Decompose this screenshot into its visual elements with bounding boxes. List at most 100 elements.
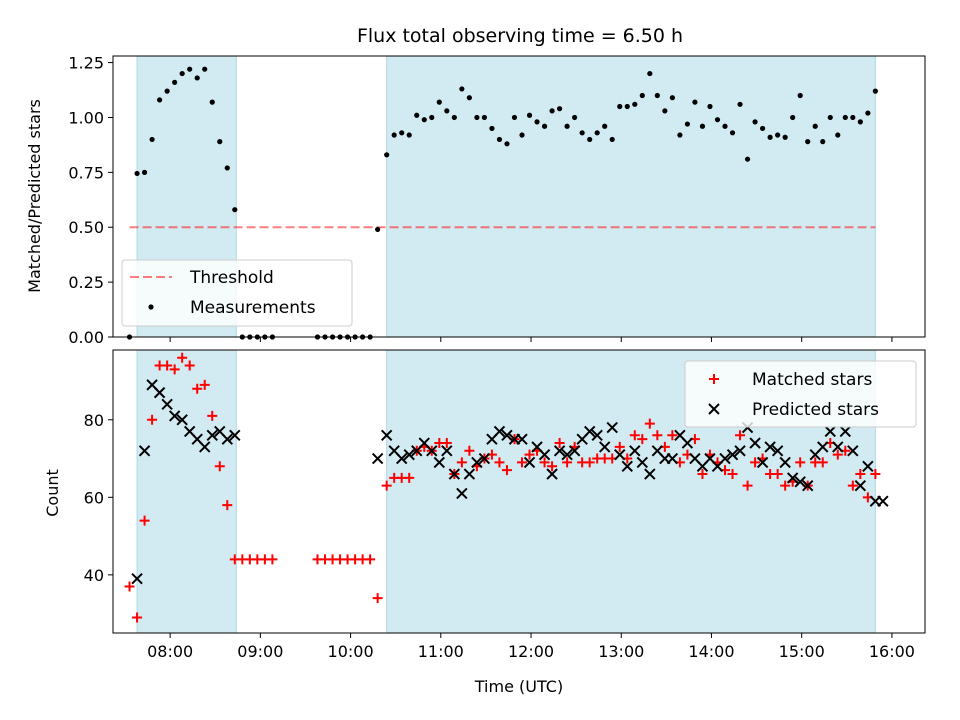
measurement-point (692, 99, 698, 105)
matched-star-point (464, 445, 475, 456)
matched-star-point (614, 441, 625, 452)
predicted-star-point (681, 437, 694, 449)
predicted-star-point (131, 573, 143, 585)
matched-star-point (667, 430, 678, 441)
predicted-star-point (877, 495, 889, 507)
measurement-point (399, 130, 405, 136)
matched-star-point (652, 430, 663, 441)
top-y-tick-label: 0.75 (68, 163, 104, 182)
predicted-star-point (456, 487, 468, 500)
measurement-point (375, 226, 381, 233)
measurement-point (541, 123, 548, 129)
predicted-star-point (621, 460, 633, 473)
predicted-star-point (802, 479, 814, 492)
predicted-star-point (380, 429, 393, 441)
bottom-y-axis-label: Count (43, 469, 62, 517)
measurement-point (134, 170, 140, 177)
top-legend-box (121, 259, 353, 327)
measurement-point (805, 139, 811, 145)
predicted-star-point (726, 448, 739, 461)
predicted-star-point (471, 456, 483, 469)
matched-star-point (855, 469, 866, 480)
x-tick-label: 08:00 (147, 642, 193, 661)
measurement-point (714, 117, 721, 123)
x-tick-label: 10:00 (328, 642, 374, 661)
x-tick-label: 16:00 (869, 642, 915, 661)
measurement-point (504, 141, 510, 147)
measurement-point (459, 86, 465, 92)
top-legend: Threshold Measurements (121, 259, 353, 327)
measurement-point (572, 114, 578, 121)
matched-star-point (124, 581, 135, 592)
bottom-legend: Matched stars Predicted stars (684, 360, 917, 428)
matched-star-point (404, 472, 415, 483)
measurement-point (194, 75, 200, 81)
measurement-point (172, 79, 178, 85)
measurement-point (827, 114, 833, 121)
x-axis-label: Time (UTC) (474, 677, 563, 696)
predicted-star-point (666, 452, 679, 465)
matched-star-point (750, 457, 761, 468)
predicted-star-point (426, 445, 438, 457)
measurement-point (654, 92, 660, 99)
legend-measurement-swatch (148, 304, 154, 310)
measurement-point (865, 110, 871, 116)
measurement-point (639, 92, 645, 99)
matched-star-point (735, 430, 746, 441)
matched-star-point (207, 410, 218, 421)
predicted-star-point (636, 456, 649, 469)
predicted-star-point (161, 398, 173, 410)
predicted-star-point (832, 441, 844, 453)
legend-predicted-label: Predicted stars (752, 400, 879, 420)
predicted-star-point (538, 448, 551, 461)
top-panel: 0.00 0.25 0.50 0.75 1.00 1.25 (68, 54, 926, 347)
predicted-star-point (553, 445, 566, 457)
measurement-point (797, 92, 803, 99)
measurement-point (737, 101, 743, 107)
predicted-star-point (786, 472, 799, 484)
legend-threshold-label: Threshold (189, 268, 274, 288)
measurement-point (602, 123, 608, 129)
predicted-star-point (396, 452, 408, 465)
top-y-tick-label: 0.25 (68, 273, 104, 292)
matched-star-point (192, 383, 203, 394)
predicted-star-point (371, 452, 384, 465)
measurement-point (722, 123, 728, 129)
matched-star-point (554, 438, 565, 449)
measurement-point (729, 130, 736, 136)
matched-star-point (817, 457, 828, 468)
measurement-point (812, 123, 818, 129)
top-y-tick-label: 0.00 (68, 328, 104, 347)
measurement-point (850, 114, 856, 121)
predicted-star-point (817, 441, 829, 453)
predicted-star-point (734, 445, 746, 457)
measurement-point (609, 136, 615, 143)
predicted-star-point (629, 445, 641, 457)
matched-star-point (547, 461, 558, 472)
predicted-star-point (794, 476, 806, 488)
matched-star-point (132, 612, 143, 623)
measurement-point (466, 95, 472, 101)
predicted-star-point (221, 433, 233, 445)
predicted-star-point (756, 456, 769, 469)
measurement-point (496, 136, 503, 143)
matched-star-point (772, 469, 783, 480)
matched-star-point (494, 457, 505, 468)
measurement-point (744, 156, 751, 162)
measurement-point (511, 114, 518, 121)
measurement-point (782, 134, 788, 140)
predicted-star-point (138, 445, 151, 457)
measurement-point (684, 121, 691, 127)
predicted-star-point (493, 425, 506, 438)
x-tick-label: 14:00 (688, 642, 734, 661)
matched-star-point (184, 360, 195, 371)
predicted-star-point (199, 441, 211, 453)
predicted-star-point (591, 429, 603, 441)
measurement-point (632, 101, 638, 107)
bottom-y-tick-label: 40 (84, 566, 104, 585)
bottom-legend-box (684, 360, 917, 428)
measurement-point (835, 132, 841, 138)
measurement-point (526, 112, 533, 118)
measurement-point (707, 103, 713, 110)
